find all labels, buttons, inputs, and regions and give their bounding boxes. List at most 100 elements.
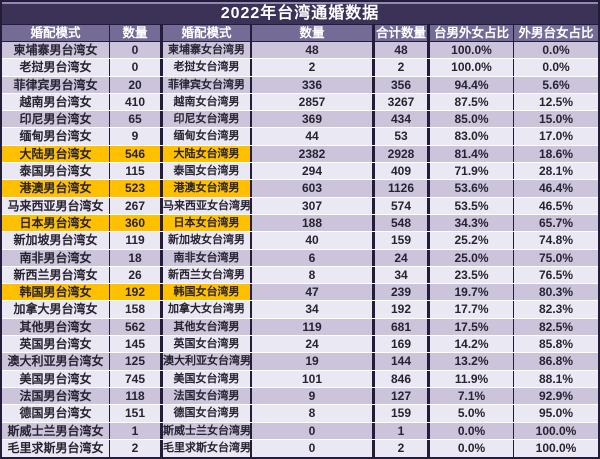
cell-total-count: 144: [375, 353, 430, 370]
cell-count-left: 2: [110, 439, 163, 458]
cell-total-count: 2: [375, 59, 430, 76]
cell-foreign-male-taiwan-female-pct: 17.0%: [514, 128, 598, 145]
cell-marriage-mode-left: 菲律宾男台湾女: [2, 76, 110, 93]
cell-foreign-male-taiwan-female-pct: 46.4%: [514, 180, 598, 197]
cell-total-count: 3267: [375, 93, 430, 111]
table-row: 菲律宾男台湾女 20 菲律宾女台湾男 336 356 94.4% 5.6%: [2, 76, 598, 94]
cell-marriage-mode-left: 澳大利亚男台湾女: [2, 353, 110, 370]
cell-count-right: 19: [252, 353, 375, 370]
cell-marriage-mode-right: 韩国女台湾男: [163, 284, 252, 301]
cell-taiwan-male-foreign-female-pct: 100.0%: [430, 59, 514, 76]
cell-taiwan-male-foreign-female-pct: 14.2%: [430, 336, 514, 353]
col-header-foreign-male-taiwan-female-pct: 外男台女占比: [518, 26, 594, 40]
cell-foreign-male-taiwan-female-pct: 80.3%: [514, 284, 598, 301]
table-header-row: 婚配模式 数量 婚配模式 数量 合计数量 台男外女占比 外男台女占比: [2, 25, 598, 42]
table-row: 越南男台湾女 410 越南女台湾男 2857 3267 87.5% 12.5%: [2, 93, 598, 112]
cell-marriage-mode-right: 菲律宾女台湾男: [163, 76, 252, 93]
cell-marriage-mode-right: 法国女台湾男: [163, 387, 252, 405]
table-row: 澳大利亚男台湾女 125 澳大利亚女台湾男 19 144 13.2% 86.8%: [2, 353, 598, 371]
cell-total-count: 1126: [375, 180, 430, 197]
cell-foreign-male-taiwan-female-pct: 65.7%: [514, 214, 598, 232]
cell-marriage-mode-right: 新西兰女台湾男: [163, 266, 252, 284]
cell-total-count: 127: [375, 387, 430, 405]
cell-marriage-mode-left: 印尼男台湾女: [2, 111, 110, 128]
cell-count-left: 20: [110, 76, 163, 93]
cell-count-left: 65: [110, 111, 163, 128]
cell-foreign-male-taiwan-female-pct: 0.0%: [514, 59, 598, 76]
table-row: 印尼男台湾女 65 印尼女台湾男 369 434 85.0% 15.0%: [2, 111, 598, 129]
cell-marriage-mode-right: 新加坡女台湾男: [163, 232, 252, 249]
cell-taiwan-male-foreign-female-pct: 5.0%: [430, 405, 514, 422]
cell-taiwan-male-foreign-female-pct: 19.7%: [430, 284, 514, 301]
table-body: 柬埔寨男台湾女 0 柬埔寨女台湾男 48 48 100.0% 0.0% 老挝男台…: [2, 42, 598, 458]
cell-total-count: 1: [375, 422, 430, 439]
table-row: 泰国男台湾女 115 泰国女台湾男 294 409 71.9% 28.1%: [2, 163, 598, 181]
cell-marriage-mode-left: 新加坡男台湾女: [2, 232, 110, 249]
cell-marriage-mode-left: 斯威士兰男台湾女: [2, 422, 110, 439]
cell-count-right: 294: [252, 163, 375, 180]
cell-count-left: 267: [110, 197, 163, 214]
cell-taiwan-male-foreign-female-pct: 85.0%: [430, 111, 514, 128]
cell-taiwan-male-foreign-female-pct: 71.9%: [430, 163, 514, 180]
cell-total-count: 192: [375, 301, 430, 318]
cell-foreign-male-taiwan-female-pct: 0.0%: [514, 42, 598, 59]
cell-taiwan-male-foreign-female-pct: 81.4%: [430, 145, 514, 163]
cell-marriage-mode-left: 其他男台湾女: [2, 318, 110, 336]
cell-foreign-male-taiwan-female-pct: 76.5%: [514, 266, 598, 284]
cell-count-left: 410: [110, 93, 163, 111]
cell-foreign-male-taiwan-female-pct: 12.5%: [514, 93, 598, 111]
cell-marriage-mode-left: 新西兰男台湾女: [2, 266, 110, 284]
cell-marriage-mode-right: 印尼女台湾男: [163, 111, 252, 128]
table-row: 港澳男台湾女 523 港澳女台湾男 603 1126 53.6% 46.4%: [2, 180, 598, 198]
cell-count-right: 369: [252, 111, 375, 128]
table-title: 2022年台湾通婚数据: [2, 2, 598, 25]
cell-marriage-mode-right: 大陆女台湾男: [163, 145, 252, 163]
cell-marriage-mode-left: 港澳男台湾女: [2, 180, 110, 197]
table-row: 新西兰男台湾女 26 新西兰女台湾男 8 34 23.5% 76.5%: [2, 266, 598, 285]
table-row: 南非男台湾女 18 南非女台湾男 6 24 25.0% 75.0%: [2, 249, 598, 267]
cell-count-left: 360: [110, 214, 163, 232]
cell-count-right: 34: [252, 301, 375, 318]
table-row: 毛里求斯男台湾女 2 毛里求斯女台湾男 0 2 0.0% 100.0%: [2, 439, 598, 458]
cell-taiwan-male-foreign-female-pct: 53.6%: [430, 180, 514, 197]
cell-foreign-male-taiwan-female-pct: 95.0%: [514, 405, 598, 422]
cell-total-count: 159: [375, 232, 430, 249]
cell-count-left: 192: [110, 284, 163, 301]
table-row: 法国男台湾女 118 法国女台湾男 9 127 7.1% 92.9%: [2, 387, 598, 406]
cell-count-left: 745: [110, 370, 163, 387]
cell-count-left: 151: [110, 405, 163, 422]
cell-foreign-male-taiwan-female-pct: 86.8%: [514, 353, 598, 370]
cell-count-right: 47: [252, 284, 375, 301]
cell-taiwan-male-foreign-female-pct: 0.0%: [430, 422, 514, 439]
cell-count-right: 2: [252, 59, 375, 76]
cell-marriage-mode-left: 柬埔寨男台湾女: [2, 42, 110, 59]
col-header-count-left: 数量: [110, 25, 163, 41]
cell-marriage-mode-left: 法国男台湾女: [2, 387, 110, 405]
cell-total-count: 574: [375, 197, 430, 214]
cell-marriage-mode-right: 马来西亚女台湾男: [163, 197, 252, 214]
cell-foreign-male-taiwan-female-pct: 74.8%: [514, 232, 598, 249]
cell-marriage-mode-left: 美国男台湾女: [2, 370, 110, 387]
table-row: 日本男台湾女 360 日本女台湾男 188 548 34.3% 65.7%: [2, 214, 598, 233]
cell-total-count: 2928: [375, 145, 430, 163]
cell-marriage-mode-right: 缅甸女台湾男: [163, 128, 252, 145]
cell-taiwan-male-foreign-female-pct: 17.7%: [430, 301, 514, 318]
cell-count-right: 40: [252, 232, 375, 249]
cell-count-left: 1: [110, 422, 163, 439]
cell-count-right: 2857: [252, 93, 375, 111]
cell-marriage-mode-left: 日本男台湾女: [2, 214, 110, 232]
cell-marriage-mode-right: 港澳女台湾男: [163, 180, 252, 197]
cell-taiwan-male-foreign-female-pct: 11.9%: [430, 370, 514, 387]
cell-marriage-mode-right: 越南女台湾男: [163, 93, 252, 111]
cell-marriage-mode-right: 加拿大女台湾男: [163, 301, 252, 318]
cell-marriage-mode-left: 毛里求斯男台湾女: [2, 439, 110, 458]
cell-marriage-mode-right: 其他女台湾男: [163, 318, 252, 336]
cell-taiwan-male-foreign-female-pct: 13.2%: [430, 353, 514, 370]
cell-marriage-mode-right: 南非女台湾男: [163, 249, 252, 266]
cell-count-right: 6: [252, 249, 375, 266]
table-row: 缅甸男台湾女 9 缅甸女台湾男 44 53 83.0% 17.0%: [2, 128, 598, 146]
cell-marriage-mode-right: 德国女台湾男: [163, 405, 252, 422]
cell-taiwan-male-foreign-female-pct: 23.5%: [430, 266, 514, 284]
cell-total-count: 34: [375, 266, 430, 284]
cell-total-count: 548: [375, 214, 430, 232]
